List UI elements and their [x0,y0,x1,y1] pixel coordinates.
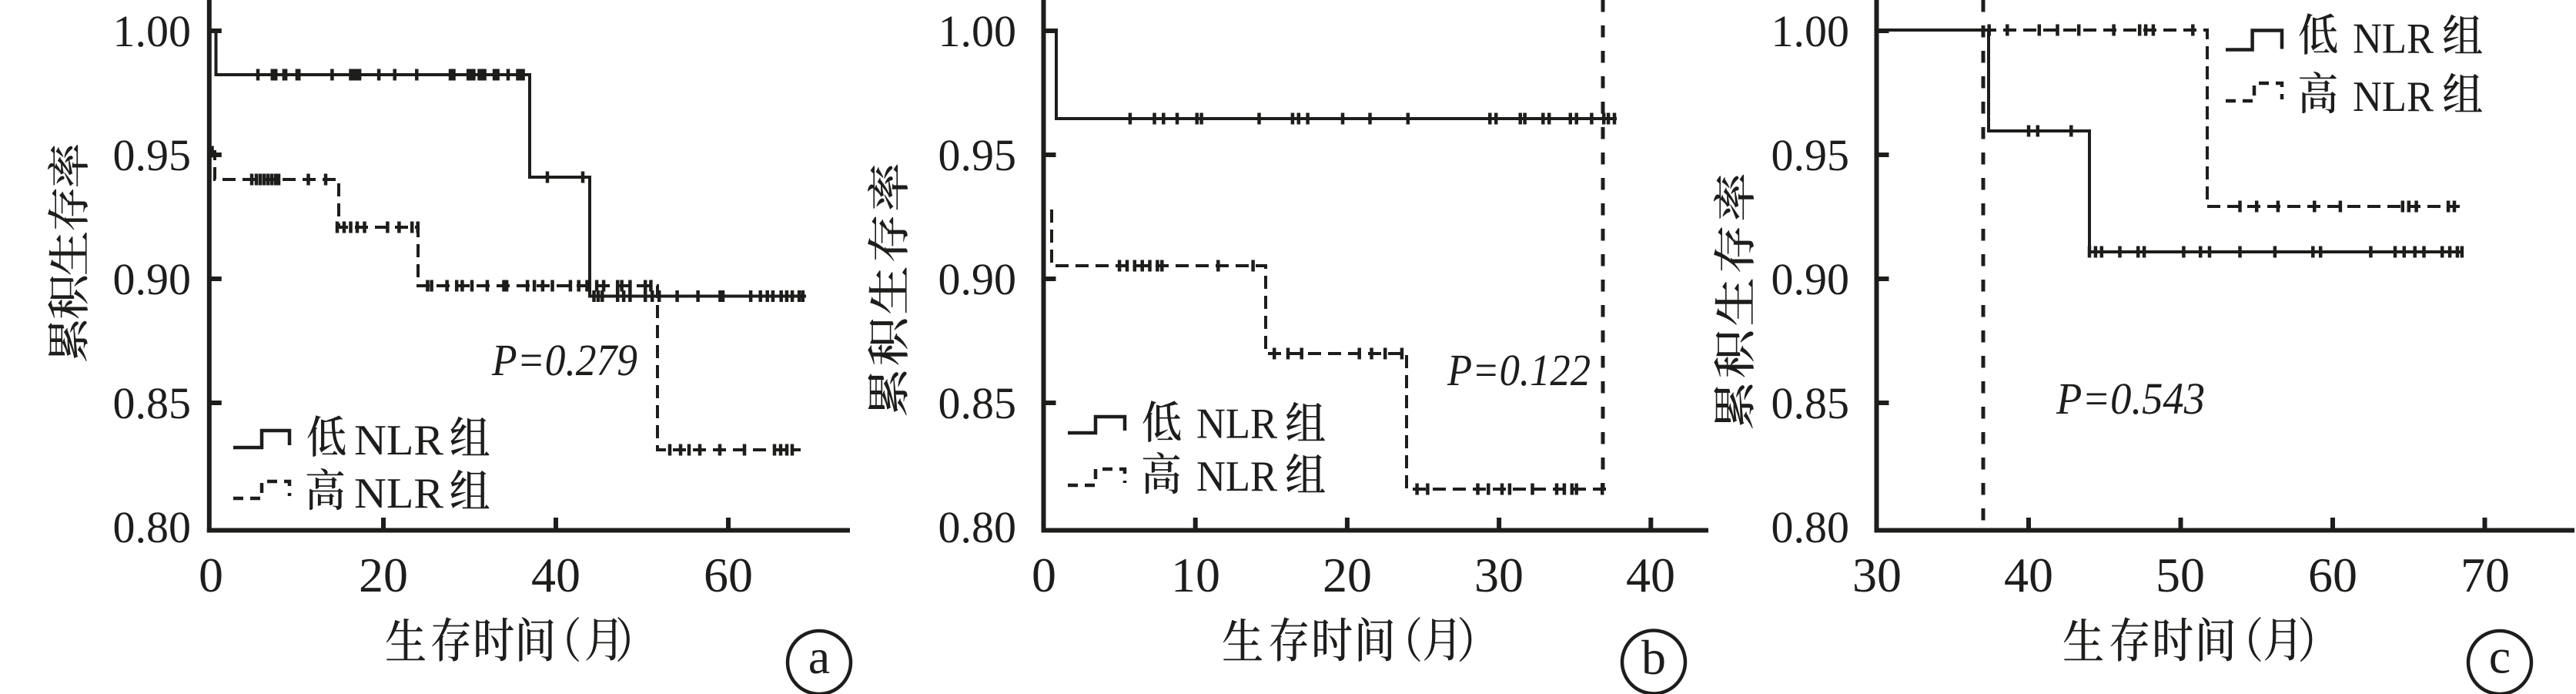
svg-text:20: 20 [1323,548,1372,602]
svg-text:NLR: NLR [354,417,444,464]
svg-text:0.85: 0.85 [1771,378,1850,428]
svg-text:20: 20 [359,548,408,602]
svg-text:0.95: 0.95 [1771,130,1850,180]
svg-text:NLR: NLR [2353,73,2434,121]
svg-text:30: 30 [1474,548,1524,602]
svg-text:60: 60 [704,548,753,602]
svg-text:50: 50 [2156,548,2205,602]
svg-text:P=0.543: P=0.543 [2056,374,2205,424]
svg-text:NLR: NLR [354,470,444,518]
svg-text:10: 10 [1171,548,1220,602]
svg-text:0.90: 0.90 [1771,254,1850,304]
svg-text:0.95: 0.95 [113,130,192,180]
svg-text:1.00: 1.00 [113,6,192,56]
svg-text:0.95: 0.95 [938,130,1017,180]
svg-text:0.90: 0.90 [113,254,192,304]
svg-text:c: c [2489,629,2511,684]
svg-text:0.85: 0.85 [938,378,1017,428]
svg-text:0.80: 0.80 [938,502,1017,552]
svg-text:70: 70 [2461,548,2510,602]
svg-text:40: 40 [1626,548,1675,602]
svg-text:P=0.122: P=0.122 [1447,345,1591,395]
svg-text:b: b [1641,630,1666,685]
svg-text:0.80: 0.80 [113,502,192,552]
svg-text:40: 40 [2004,548,2053,602]
svg-text:0: 0 [199,548,223,602]
svg-text:1.00: 1.00 [1771,6,1850,56]
svg-text:0.90: 0.90 [938,254,1017,304]
svg-text:P=0.279: P=0.279 [491,335,637,385]
svg-text:30: 30 [1852,548,1902,602]
svg-text:60: 60 [2308,548,2357,602]
svg-text:0.80: 0.80 [1771,502,1850,552]
svg-text:40: 40 [531,548,580,602]
svg-text:a: a [808,629,830,684]
svg-text:0: 0 [1032,548,1056,602]
svg-text:1.00: 1.00 [938,6,1017,56]
svg-text:NLR: NLR [1196,401,1278,448]
svg-text:0.85: 0.85 [113,378,192,428]
svg-text:NLR: NLR [1196,453,1278,501]
svg-text:NLR: NLR [2353,15,2434,63]
